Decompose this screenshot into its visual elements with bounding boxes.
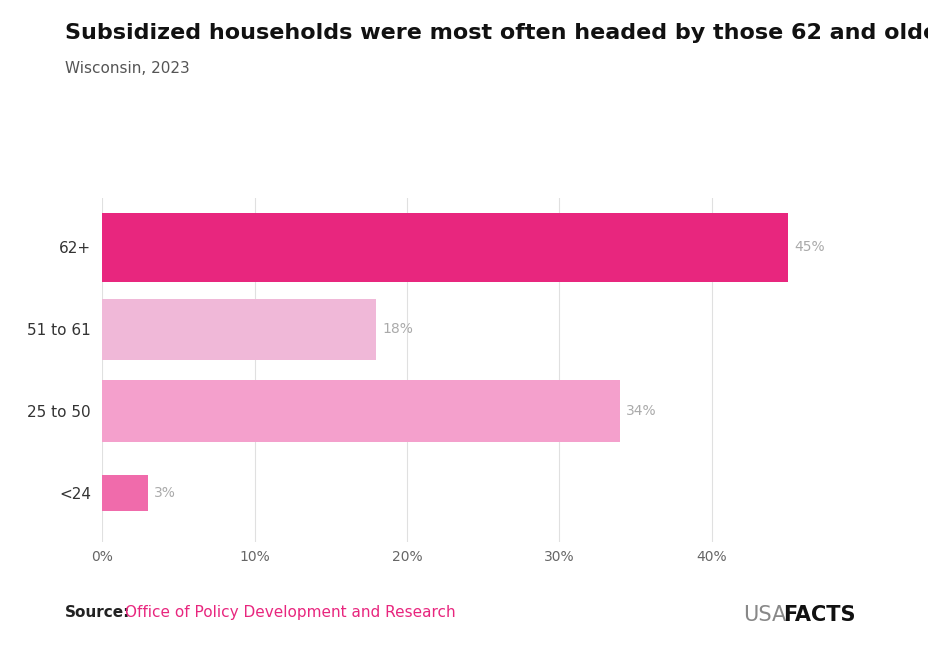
Text: FACTS: FACTS (782, 605, 855, 625)
Text: Subsidized households were most often headed by those 62 and older.: Subsidized households were most often he… (65, 23, 928, 43)
Text: Source:: Source: (65, 605, 130, 620)
Text: 45%: 45% (793, 241, 824, 254)
Text: 3%: 3% (154, 486, 175, 500)
Bar (102, 475, 148, 512)
Text: USA: USA (742, 605, 786, 625)
Text: 34%: 34% (625, 404, 656, 418)
Text: Wisconsin, 2023: Wisconsin, 2023 (65, 61, 189, 76)
Bar (102, 213, 787, 282)
Bar (102, 299, 376, 360)
Bar (102, 380, 620, 442)
Text: 18%: 18% (382, 323, 413, 336)
Text: Office of Policy Development and Research: Office of Policy Development and Researc… (125, 605, 456, 620)
